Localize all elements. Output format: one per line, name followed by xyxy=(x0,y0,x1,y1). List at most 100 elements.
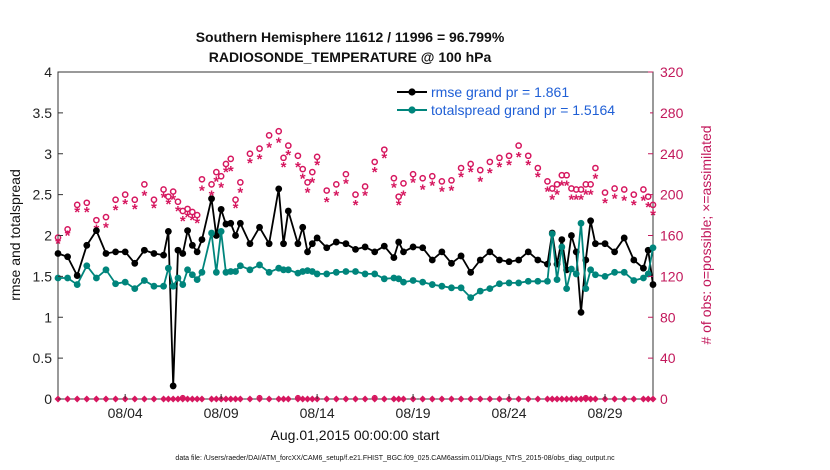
rmse-point xyxy=(198,236,206,243)
obs-possible-marker xyxy=(395,193,403,201)
spread-point xyxy=(544,277,551,285)
chart-subtitle: RADIOSONDE_TEMPERATURE @ 100 hPa xyxy=(209,49,492,65)
spread-point xyxy=(265,268,273,276)
obs-zero-marker xyxy=(515,395,523,403)
y-axis-label: rmse and totalspread xyxy=(7,169,23,301)
obs-zero-marker xyxy=(140,395,148,403)
spread-point xyxy=(409,277,417,284)
spread-point xyxy=(486,285,494,293)
obs-zero-marker xyxy=(323,395,331,403)
rmse-point xyxy=(232,232,239,239)
rmse-point xyxy=(419,244,427,252)
spread-point xyxy=(112,280,119,288)
obs-possible-marker xyxy=(102,213,110,221)
obs-assimilated-marker: * xyxy=(175,203,181,220)
rmse-point xyxy=(73,272,81,279)
obs-zero-marker xyxy=(428,395,436,403)
obs-zero-marker xyxy=(342,395,350,403)
obs-assimilated-marker: * xyxy=(223,164,229,181)
obs-assimilated-marker: * xyxy=(588,187,594,204)
obs-zero-marker xyxy=(150,395,158,403)
obs-assimilated-marker: * xyxy=(391,179,397,196)
obs-zero-marker xyxy=(486,395,494,403)
rmse-point xyxy=(395,238,403,246)
obs-possible-marker xyxy=(121,191,129,198)
rmse-point xyxy=(342,240,350,248)
rmse-point xyxy=(308,240,316,248)
rmse-point xyxy=(246,240,254,248)
obs-zero-marker xyxy=(395,395,403,403)
spread-point xyxy=(630,277,638,284)
spread-point xyxy=(568,265,575,273)
obs-zero-marker xyxy=(476,395,484,403)
x-tick-label: 08/19 xyxy=(396,405,431,421)
spread-point xyxy=(193,276,201,284)
spread-point xyxy=(640,274,647,282)
obs-assimilated-marker: * xyxy=(477,173,483,190)
obs-possible-marker xyxy=(232,196,239,204)
obs-possible-marker xyxy=(644,193,652,201)
obs-possible-marker xyxy=(428,172,436,180)
obs-possible-marker xyxy=(587,181,594,188)
spread-point xyxy=(64,274,71,282)
obs-zero-marker xyxy=(246,395,254,403)
obs-zero-marker xyxy=(548,395,556,403)
obs-possible-marker xyxy=(505,152,513,160)
rmse-point xyxy=(534,256,542,264)
spread-point xyxy=(467,294,475,302)
obs-zero-marker xyxy=(275,395,283,403)
y-tick-label: 1.5 xyxy=(33,268,53,284)
spread-point xyxy=(419,278,427,286)
y2-axis-label: # of obs: o=possible; ×=assimilated xyxy=(698,125,714,344)
obs-zero-marker xyxy=(304,395,312,403)
spread-point xyxy=(505,279,513,287)
obs-assimilated-marker: * xyxy=(578,192,584,209)
obs-zero-marker xyxy=(265,395,273,403)
y-tick-label: 0.5 xyxy=(33,350,53,366)
legend-rmse-marker xyxy=(408,88,416,96)
rmse-point xyxy=(284,207,292,215)
obs-possible-marker xyxy=(198,175,206,183)
spread-point xyxy=(73,281,81,288)
spread-point xyxy=(448,284,455,292)
spread-point xyxy=(188,271,196,279)
spread-point xyxy=(236,262,244,270)
obs-possible-marker xyxy=(448,176,455,184)
obs-zero-marker xyxy=(280,395,288,403)
rmse-point xyxy=(164,228,172,235)
obs-assimilated-marker: * xyxy=(516,149,522,166)
obs-zero-marker xyxy=(83,395,91,403)
spread-point xyxy=(371,270,379,278)
y2-tick-label: 80 xyxy=(660,309,676,325)
obs-possible-marker xyxy=(284,142,292,149)
obs-possible-marker xyxy=(371,158,379,166)
obs-zero-possible-marker xyxy=(294,394,301,402)
obs-zero-marker xyxy=(390,395,398,403)
obs-assimilated-marker: * xyxy=(84,204,90,221)
obs-assimilated-marker: * xyxy=(333,188,339,205)
rmse-point xyxy=(179,250,187,257)
obs-assimilated-marker: * xyxy=(497,159,503,176)
obs-assimilated-marker: * xyxy=(381,150,387,167)
legend-spread-label: totalspread grand pr = 1.5164 xyxy=(431,102,615,118)
rmse-point xyxy=(587,217,595,225)
obs-possible-marker xyxy=(308,168,316,176)
y-tick-label: 4 xyxy=(44,64,52,80)
rmse-point xyxy=(112,248,119,256)
y2-tick-label: 0 xyxy=(660,391,668,407)
obs-zero-marker xyxy=(131,395,139,403)
rmse-point xyxy=(496,256,503,264)
obs-possible-marker xyxy=(438,177,446,185)
obs-assimilated-marker: * xyxy=(103,219,109,236)
obs-possible-marker xyxy=(256,145,263,152)
rmse-point xyxy=(400,248,407,256)
obs-zero-marker xyxy=(620,395,628,403)
obs-zero-marker xyxy=(543,395,551,403)
obs-possible-marker xyxy=(83,199,91,207)
rmse-point xyxy=(568,232,575,239)
y-tick-label: 2 xyxy=(44,228,52,244)
legend-rmse-label: rmse grand pr = 1.861 xyxy=(431,84,569,100)
spread-point xyxy=(496,280,503,288)
rmse-point xyxy=(390,254,398,261)
obs-assimilated-marker: * xyxy=(372,164,378,181)
